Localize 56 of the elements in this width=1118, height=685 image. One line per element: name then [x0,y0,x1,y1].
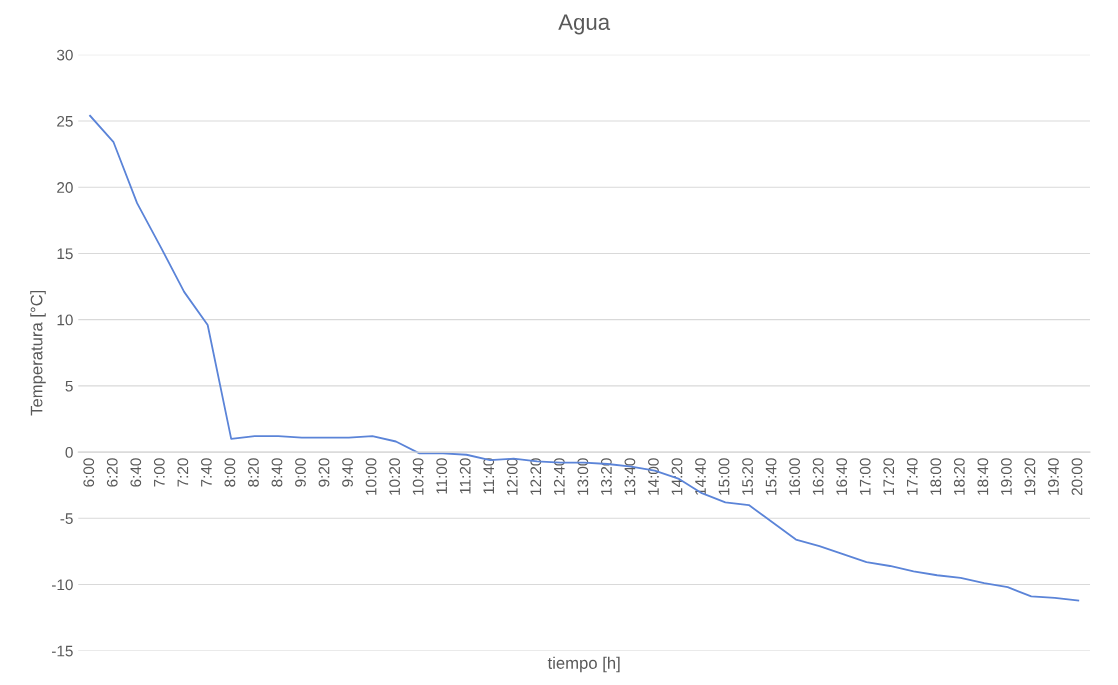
y-tick-label: 25 [57,115,73,127]
x-tick-label: 15:20 [742,458,753,495]
x-tick-label: 7:40 [200,458,212,487]
y-tick-label: 0 [65,446,73,458]
x-tick-label: 7:20 [177,458,189,487]
y-tick-label: 5 [65,380,73,392]
x-tick-label: 9:40 [342,458,353,487]
y-tick-label: 10 [57,314,73,326]
x-tick-label: 13:20 [600,458,612,495]
x-tick-label: 14:40 [695,458,706,495]
x-tick-label: 11:40 [483,458,495,494]
x-tick-label: 18:40 [977,458,989,495]
y-tick-label: -15 [52,645,73,657]
x-tick-label: 8:40 [271,458,283,487]
x-tick-label: 11:20 [459,458,471,494]
x-tick-label: 15:40 [765,458,777,495]
x-tick-label: 14:20 [671,458,683,495]
x-tick-label: 19:00 [1000,458,1012,495]
x-tick-label: 17:40 [906,458,918,495]
x-tick-label: 6:20 [106,458,118,487]
x-tick-label: 9:00 [295,458,306,487]
x-tick-label: 16:20 [812,458,824,495]
x-tick-label: 12:00 [506,458,518,495]
y-tick-label: 20 [57,182,73,193]
x-tick-label: 7:00 [153,458,165,487]
x-tick-label: 8:00 [224,458,236,487]
y-tick-label: -10 [52,579,73,591]
x-tick-label: 10:40 [412,458,424,495]
x-tick-label: 11:00 [436,458,448,494]
x-tick-label: 10:20 [389,458,401,495]
x-tick-label: 10:00 [365,458,377,495]
x-tick-label: 6:00 [83,458,95,487]
x-tick-label: 6:40 [130,458,142,487]
x-tick-label: 19:20 [1024,458,1036,495]
x-tick-label: 16:00 [789,458,801,495]
x-tick-label: 15:00 [718,458,730,495]
y-tick-label: -5 [60,513,73,524]
x-tick-label: 9:20 [318,458,330,487]
x-tick-label: 17:20 [883,458,895,495]
x-tick-label: 16:40 [836,458,848,495]
x-tick-label: 19:40 [1048,458,1059,495]
x-tick-label: 14:00 [648,458,659,495]
x-tick-label: 13:40 [624,458,636,495]
x-tick-label: 8:20 [248,458,259,487]
x-tick-label: 17:00 [859,458,871,495]
chart-title: Agua [558,14,611,35]
x-tick-label: 18:00 [930,458,942,495]
x-tick-label: 12:20 [530,458,542,495]
x-tick-label: 20:00 [1071,458,1083,496]
x-tick-label: 18:20 [953,458,965,495]
x-tick-label: 12:40 [553,458,565,495]
y-tick-label: 15 [57,248,73,260]
x-tick-label: 13:00 [577,458,589,495]
x-axis-title: tiempo [h] [547,656,620,673]
y-tick-label: 30 [56,49,73,61]
y-axis-title: Temperatura [°C] [30,290,46,416]
